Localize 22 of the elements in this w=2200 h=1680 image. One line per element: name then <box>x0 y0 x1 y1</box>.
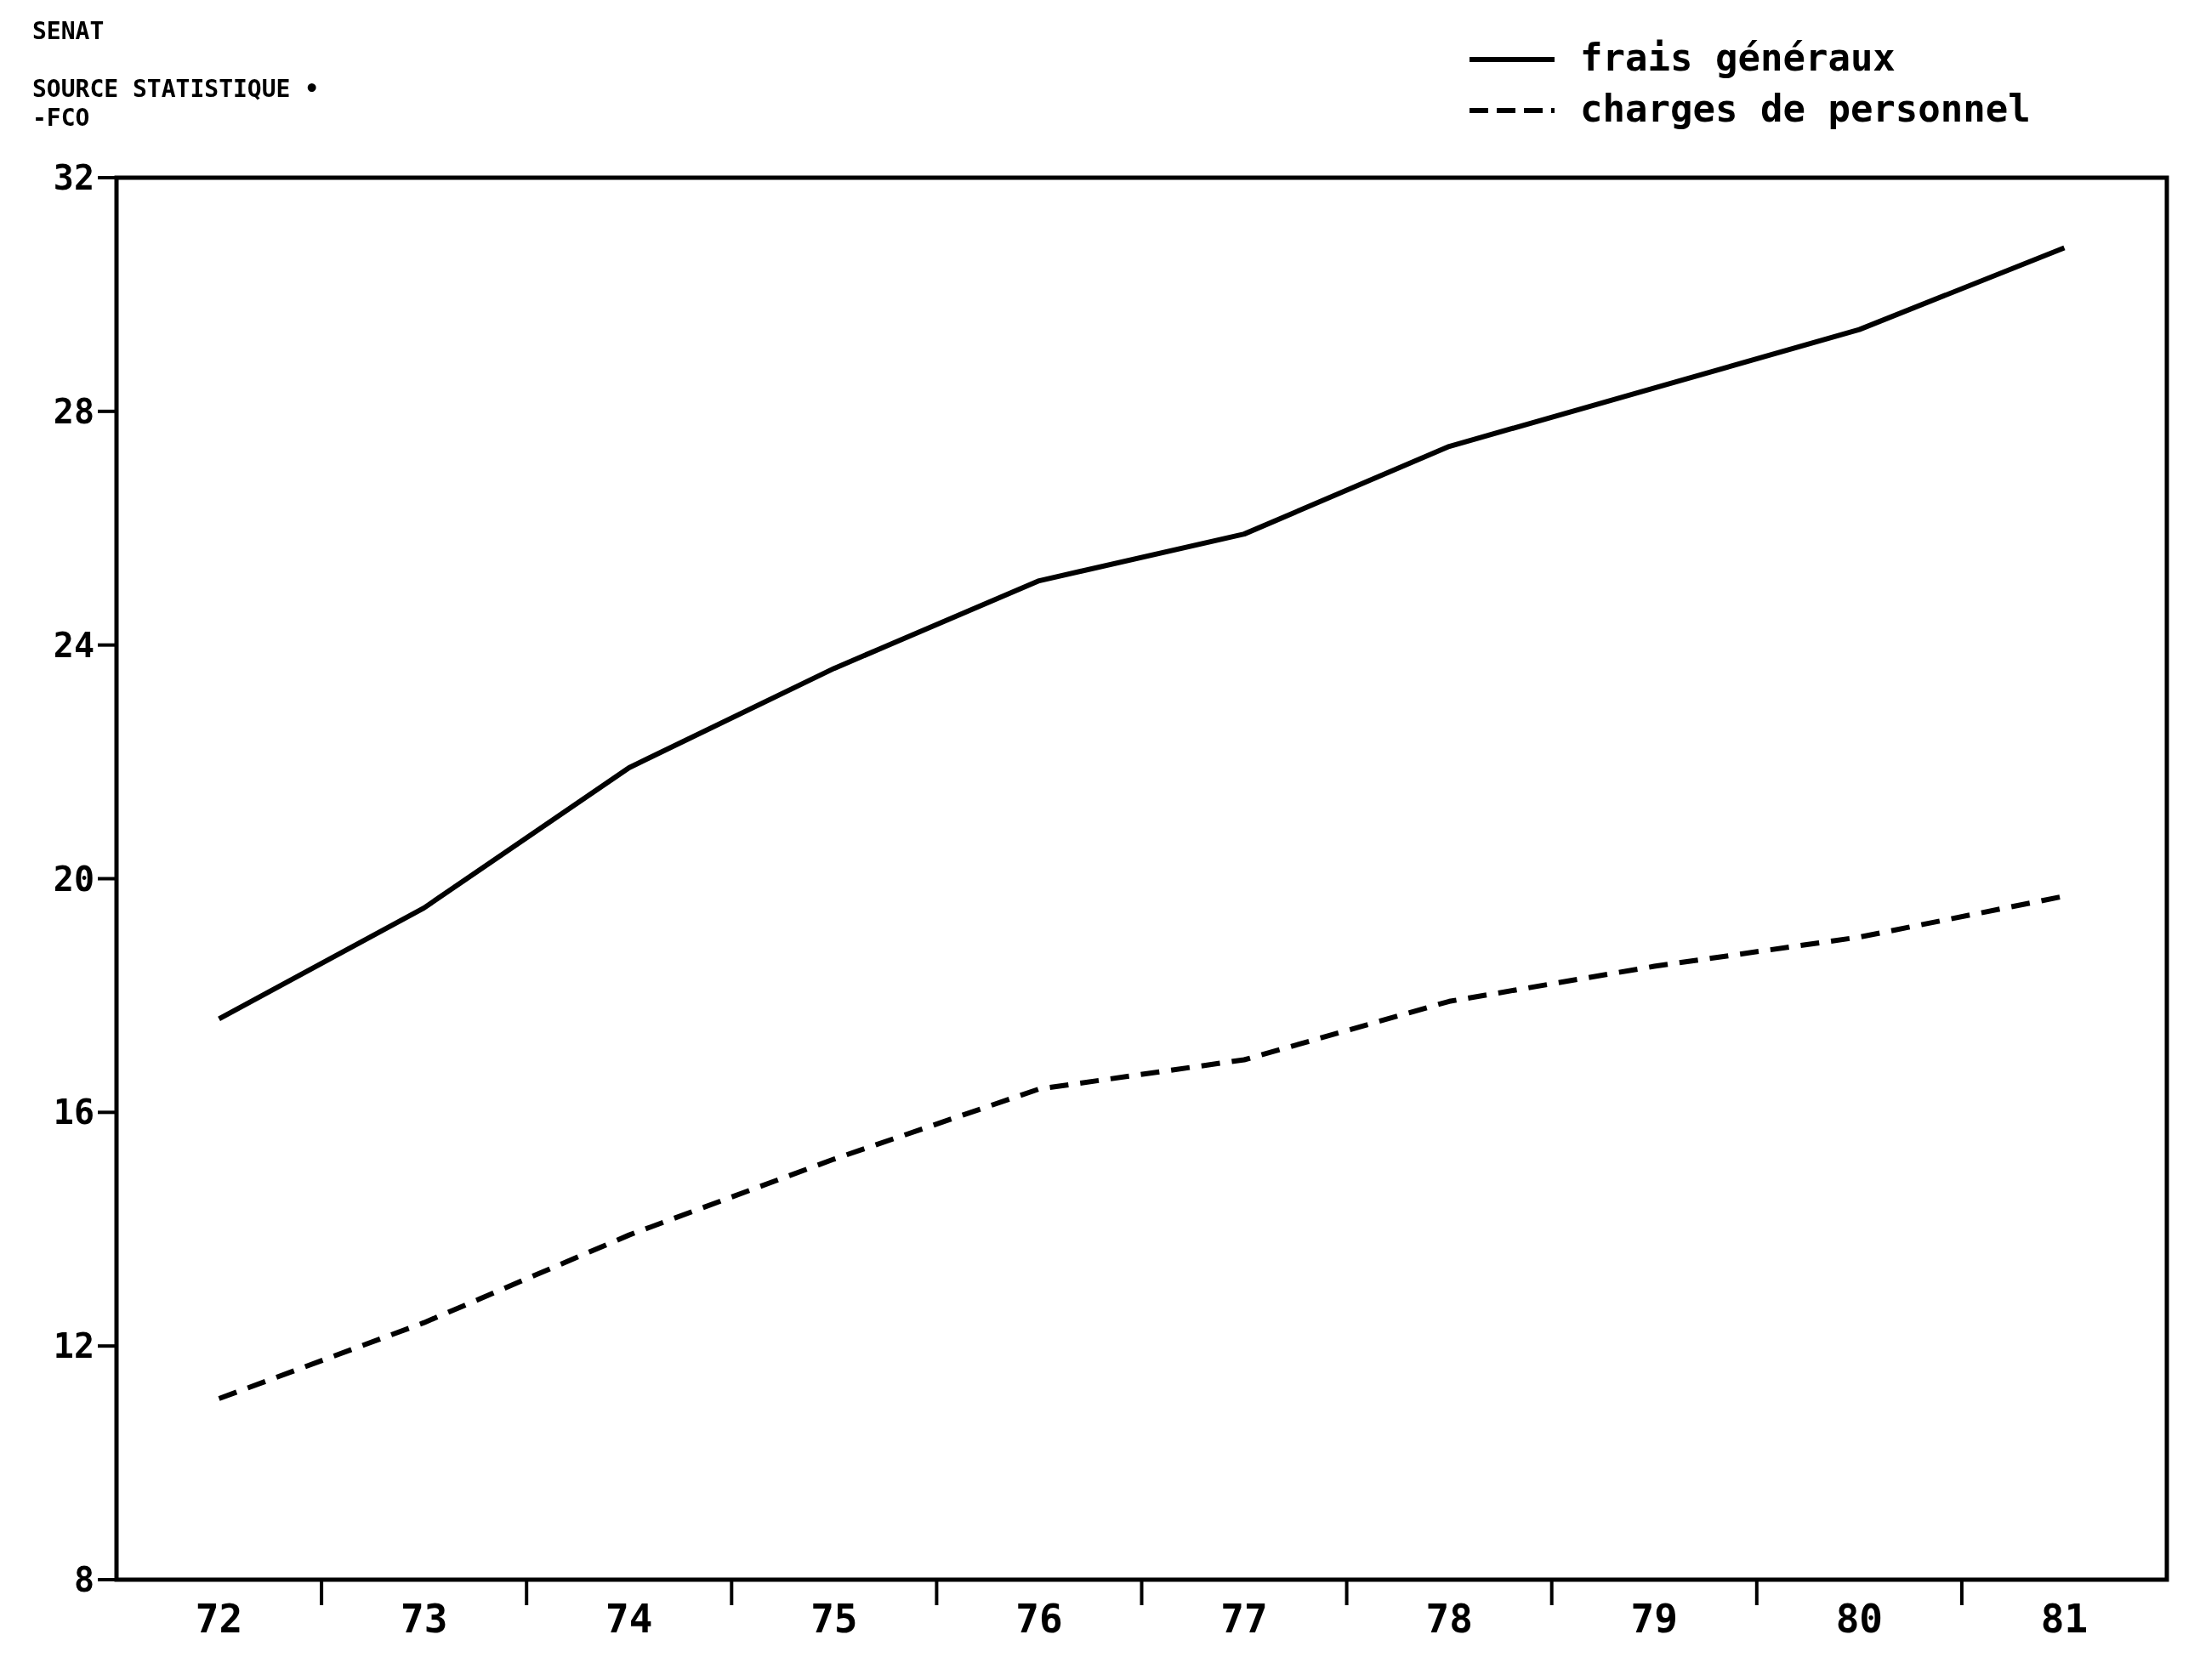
x-tick-label: 77 <box>1220 1596 1268 1642</box>
x-tick-label: 79 <box>1630 1596 1678 1642</box>
x-tick-label: 81 <box>2040 1596 2089 1642</box>
x-tick-label: 74 <box>605 1596 653 1642</box>
x-tick-label: 72 <box>195 1596 243 1642</box>
x-tick-label: 80 <box>1835 1596 1884 1642</box>
y-tick-label: 28 <box>53 391 94 431</box>
x-tick-label: 76 <box>1015 1596 1063 1642</box>
x-tick-label: 75 <box>810 1596 858 1642</box>
x-tick-label: 78 <box>1425 1596 1473 1642</box>
legend-label: charges de personnel <box>1580 87 2031 130</box>
legend-label: frais généraux <box>1580 36 1896 79</box>
y-tick-label: 24 <box>53 625 94 665</box>
x-tick-label: 73 <box>400 1596 448 1642</box>
y-tick-label: 12 <box>53 1326 94 1366</box>
text: SENAT <box>32 17 105 45</box>
y-tick-label: 32 <box>53 158 94 197</box>
y-tick-label: 20 <box>53 859 94 899</box>
y-tick-label: 8 <box>73 1560 94 1599</box>
y-tick-label: 16 <box>53 1093 94 1132</box>
source-note: SOURCE STATISTIQUE • <box>32 75 320 103</box>
text: -FCO <box>32 104 90 132</box>
